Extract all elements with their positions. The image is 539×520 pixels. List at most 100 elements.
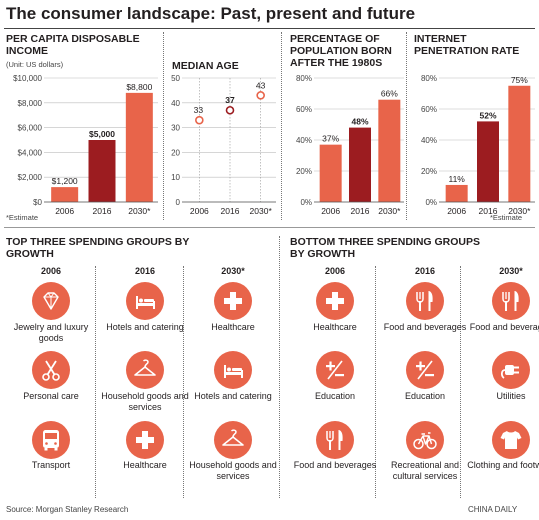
x-tick-label: 2006 xyxy=(447,206,466,216)
bottom-groups-title: BOTTOM THREE SPENDING GROUPS BY GROWTH xyxy=(290,236,480,260)
divider-charts-1 xyxy=(163,32,164,220)
spending-group-label: Healthcare xyxy=(123,460,167,470)
y-tick-label: 80% xyxy=(296,74,312,83)
estimate-note-left: *Estimate xyxy=(6,213,39,222)
x-tick-label: 2030* xyxy=(508,206,531,216)
x-tick-label: 2030* xyxy=(250,206,273,216)
bar xyxy=(349,127,371,202)
column-divider xyxy=(460,266,461,498)
data-label: 43 xyxy=(256,80,266,90)
y-tick-label: $10,000 xyxy=(13,74,42,83)
y-tick-label: 20 xyxy=(171,148,180,157)
chart1-title: PER CAPITA DISPOSABLE INCOME xyxy=(6,33,140,57)
x-tick-label: 2030* xyxy=(128,206,151,216)
column-divider xyxy=(375,266,376,498)
data-label: 52% xyxy=(479,110,496,120)
estimate-note-right: *Estimate xyxy=(490,213,523,222)
bar xyxy=(508,85,531,202)
spending-group-label: Healthcare xyxy=(313,322,357,332)
column-header: 2016 xyxy=(134,266,156,276)
source-note: Source: Morgan Stanley Research xyxy=(6,505,129,514)
spending-group-label: Utilities xyxy=(496,391,526,401)
y-tick-label: $8,000 xyxy=(18,99,43,108)
chart2-title: MEDIAN AGE xyxy=(172,60,239,72)
divider-charts-2 xyxy=(281,32,282,220)
plus-minus-icon xyxy=(406,351,444,389)
x-tick-label: 2006 xyxy=(321,206,340,216)
chart-internet-penetration: 0% 20% 40% 60% 80% 11% 52% 75% 2006 2016 2030* xyxy=(421,74,535,216)
y-tick-label: $6,000 xyxy=(18,124,43,133)
medical-cross-icon xyxy=(316,282,354,320)
data-point xyxy=(195,115,204,125)
spending-group-label: Household goods and services xyxy=(189,460,277,481)
y-tick-label: 0 xyxy=(176,198,181,207)
spending-group-label: Clothing and footwear xyxy=(467,460,539,470)
chart-post80s-population: 0% 20% 40% 60% 80% 37% 48% 66% 2006 2016 2030* xyxy=(296,74,404,216)
y-tick-label: 40% xyxy=(421,136,437,145)
spending-group-label: Jewelry and luxury goods xyxy=(13,322,89,343)
bed-icon xyxy=(126,282,164,320)
y-tick-label: 40% xyxy=(296,136,312,145)
spending-group-label: Transport xyxy=(31,460,71,470)
divider-groups-center xyxy=(279,236,280,498)
chart3-title: PERCENTAGE OF POPULATION BORN AFTER THE … xyxy=(290,33,392,69)
spending-group-label: Food and beverages xyxy=(293,460,377,470)
column-header: 2030* xyxy=(221,266,245,276)
x-tick-label: 2006 xyxy=(190,206,209,216)
credit: CHINA DAILY xyxy=(468,505,518,514)
fork-knife-icon xyxy=(406,282,444,320)
chart-disposable-income: $0 $2,000 $4,000 $6,000 $8,000 $10,000 $1,200 $… xyxy=(13,74,158,216)
scissors-icon xyxy=(32,351,70,389)
column-header: 2016 xyxy=(414,266,436,276)
data-label: $5,000 xyxy=(89,129,115,139)
spending-group-label: Personal care xyxy=(23,391,79,401)
y-tick-label: 50 xyxy=(171,74,180,83)
bar xyxy=(125,92,153,202)
y-tick-label: 80% xyxy=(421,74,437,83)
data-label: 66% xyxy=(381,89,398,99)
y-tick-label: $0 xyxy=(33,198,42,207)
x-tick-label: 2016 xyxy=(93,206,112,216)
x-tick-label: 2006 xyxy=(55,206,74,216)
bar xyxy=(88,140,116,202)
spending-group-label: Education xyxy=(404,391,446,401)
bed-icon xyxy=(214,351,252,389)
bar xyxy=(319,144,342,202)
medical-cross-icon xyxy=(126,421,164,459)
mid-rule xyxy=(4,227,535,228)
plus-minus-icon xyxy=(316,351,354,389)
hanger-icon xyxy=(214,421,252,459)
column-header: 2006 xyxy=(324,266,346,276)
y-tick-label: 10 xyxy=(171,173,180,182)
spending-group-label: Healthcare xyxy=(211,322,255,332)
bicycle-icon xyxy=(406,421,444,459)
spending-group-label: Household goods and services xyxy=(101,391,189,412)
spending-group-label: Hotels and catering xyxy=(194,391,272,401)
tshirt-icon xyxy=(492,421,530,459)
y-tick-label: 60% xyxy=(296,105,312,114)
fork-knife-icon xyxy=(492,282,530,320)
x-tick-label: 2030* xyxy=(378,206,401,216)
fork-knife-icon xyxy=(316,421,354,459)
data-point xyxy=(225,105,235,115)
divider-charts-3 xyxy=(406,32,407,220)
data-label: $1,200 xyxy=(52,176,78,186)
column-divider xyxy=(183,266,184,498)
plug-icon xyxy=(492,351,530,389)
y-tick-label: 60% xyxy=(421,105,437,114)
y-tick-label: $2,000 xyxy=(18,173,43,182)
data-label: 75% xyxy=(511,75,528,85)
y-tick-label: 0% xyxy=(300,198,312,207)
chart4-title: INTERNET PENETRATION RATE xyxy=(414,33,520,57)
bar xyxy=(445,184,468,202)
x-tick-label: 2016 xyxy=(221,206,240,216)
x-tick-label: 2016 xyxy=(351,206,370,216)
diamond-icon xyxy=(32,282,70,320)
y-tick-label: 20% xyxy=(421,167,437,176)
bus-icon xyxy=(32,421,70,459)
y-tick-label: 0% xyxy=(425,198,437,207)
x-tick-label: 2016 xyxy=(479,206,498,216)
bar xyxy=(51,187,79,202)
medical-cross-icon xyxy=(214,282,252,320)
data-label: 33 xyxy=(194,105,204,115)
